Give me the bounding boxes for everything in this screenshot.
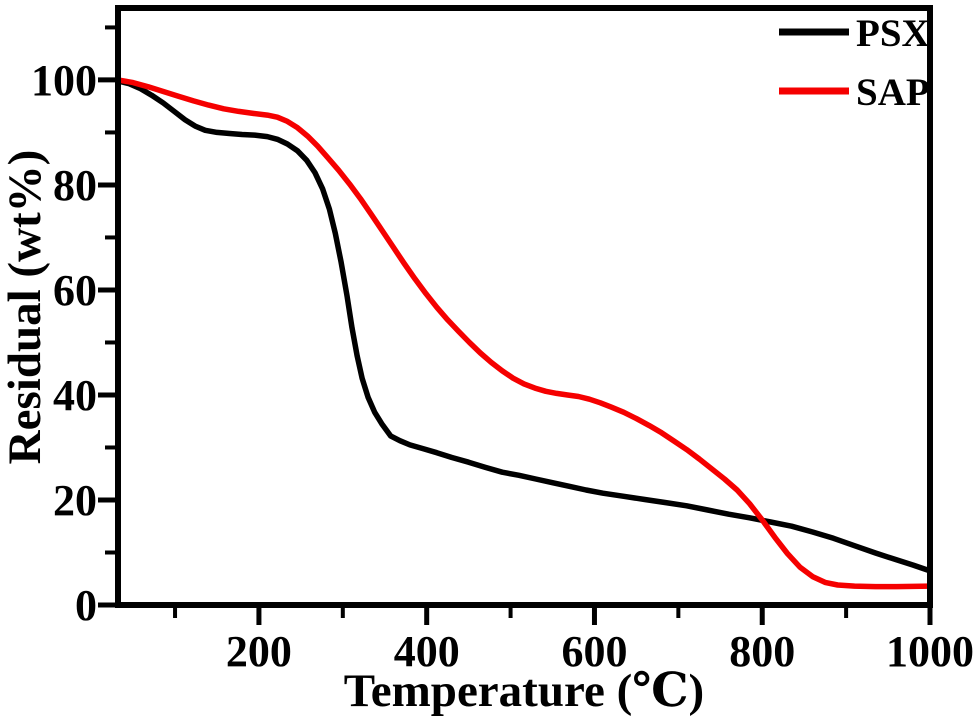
y-tick-label-20: 20 (53, 476, 97, 525)
axis-tick-labels: 200 400 600 800 1000 0 20 40 60 80 100 (31, 56, 974, 676)
plot-border (115, 5, 933, 608)
axis-ticks (98, 25, 933, 625)
y-tick-label-40: 40 (53, 371, 97, 420)
x-tick-label-1000: 1000 (886, 627, 974, 676)
x-axis-title: Temperature (℃) (344, 665, 704, 717)
x-tick-label-800: 800 (729, 627, 795, 676)
y-tick-label-60: 60 (53, 266, 97, 315)
y-axis-title: Residual (wt%) (0, 150, 51, 465)
x-tick-label-200: 200 (226, 627, 292, 676)
psx-curve (115, 78, 933, 574)
y-tick-label-0: 0 (75, 581, 97, 630)
y-tick-label-80: 80 (53, 161, 97, 210)
legend-label-psx: PSX (856, 12, 930, 55)
sap-curve (115, 77, 933, 590)
x-tick-label-400: 400 (394, 627, 460, 676)
x-tick-label-600: 600 (561, 627, 627, 676)
legend-label-sap: SAP (856, 71, 930, 114)
legend: PSX SAP (779, 12, 930, 114)
y-tick-label-100: 100 (31, 56, 97, 105)
data-curves (115, 77, 933, 590)
